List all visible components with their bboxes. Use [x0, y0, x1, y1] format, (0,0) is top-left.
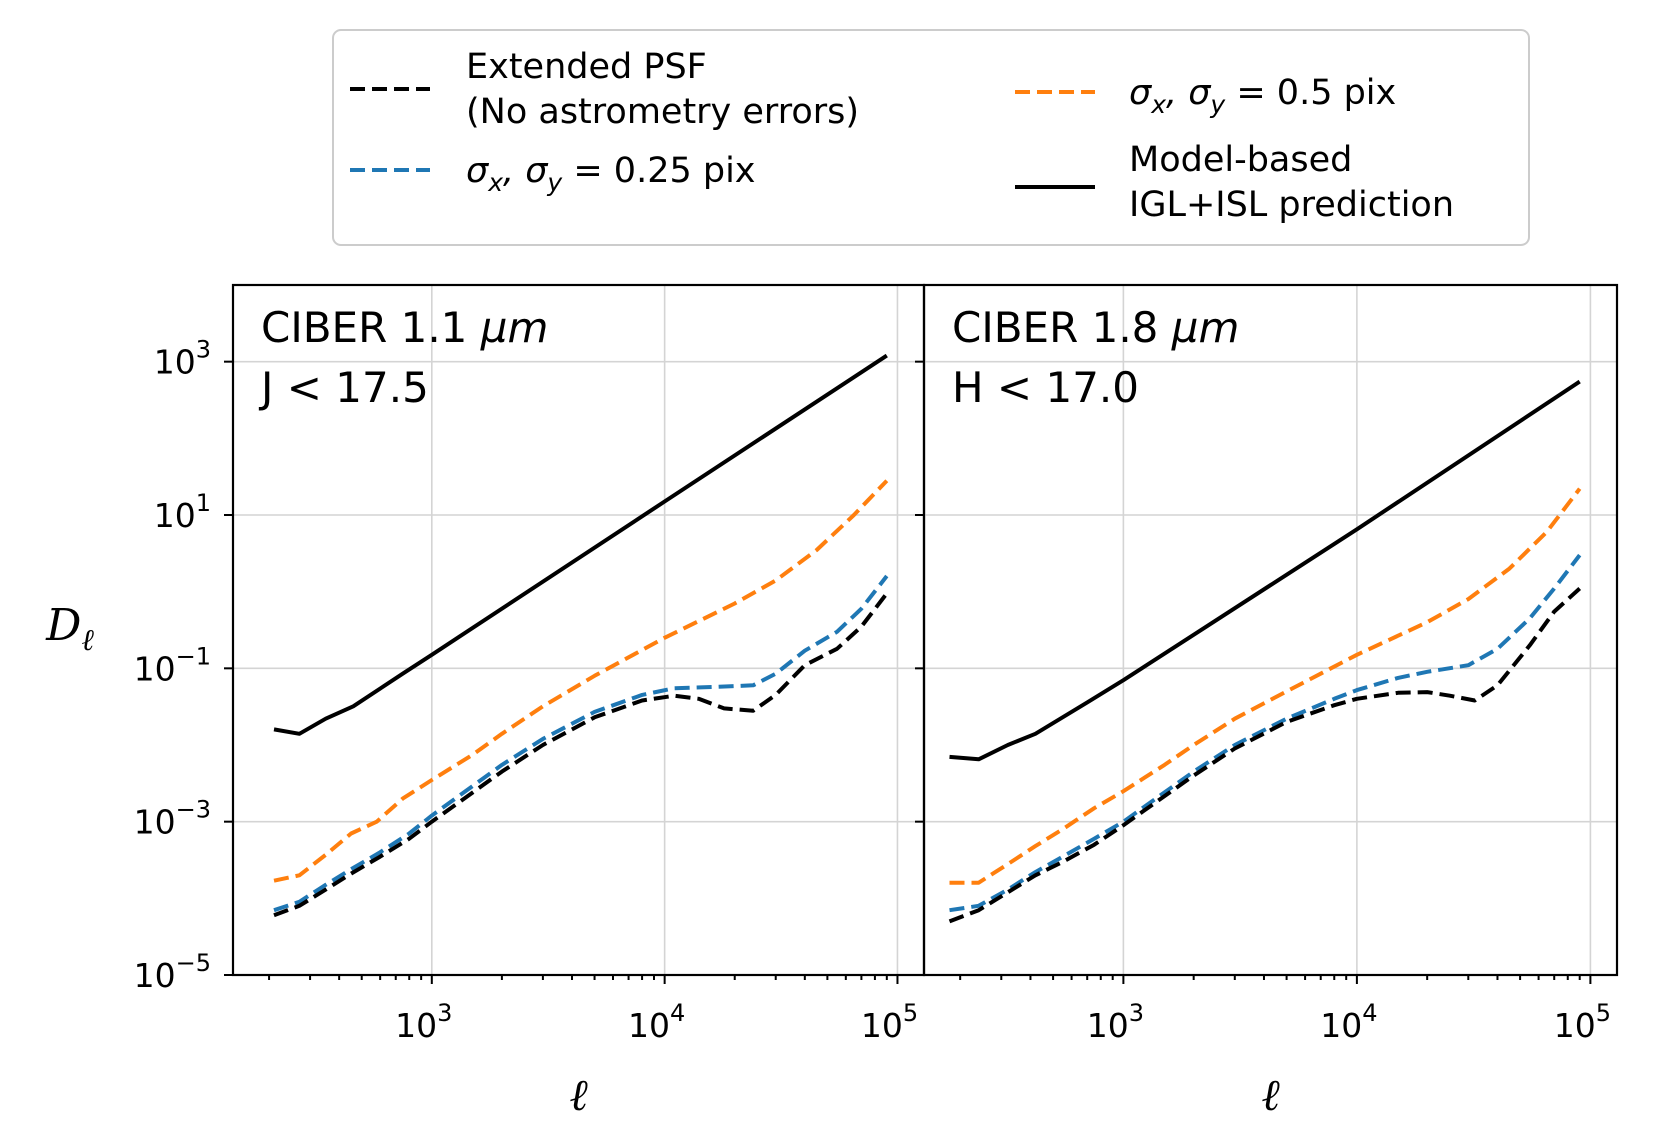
- p1-x-tick-label-exp-0: 3: [1129, 999, 1144, 1027]
- p1-panel-title-unit: μm: [1171, 303, 1240, 352]
- p0-y-tick-label-exp-3: −3: [176, 796, 211, 824]
- p0-panel-cut: J < 17.5: [258, 363, 429, 412]
- p1-panel-cut: H < 17.0: [952, 363, 1139, 412]
- p1-series-line-3: [948, 587, 1582, 924]
- p0-x-tick-label-base-2: 10: [861, 1006, 903, 1045]
- p0-y-tick-label-base-3: 10: [134, 803, 176, 842]
- p0-x-tick-label-base-1: 10: [628, 1006, 670, 1045]
- legend-label-extended-psf-line2: (No astrometry errors): [466, 92, 859, 132]
- p0-panel-title-unit: μm: [480, 303, 549, 352]
- legend-sigma-025-sub1: x: [487, 168, 503, 197]
- p0-y-tick-label-0: 103: [154, 336, 211, 382]
- p0-x-tick-label-1: 104: [628, 999, 685, 1045]
- p1-x-axis-label: ℓ: [1261, 1070, 1280, 1121]
- y-axis-label-sub: ℓ: [81, 623, 94, 658]
- p1-series-line-0: [949, 379, 1581, 762]
- legend-sigma-025-sep: , σ: [503, 151, 549, 191]
- p1-x-tick-label-0: 103: [1087, 999, 1144, 1045]
- p0-y-tick-label-4: 10−5: [134, 949, 211, 995]
- p0-panel-title: CIBER 1.1 μm: [261, 303, 548, 352]
- p1-x-tick-label-base-0: 10: [1087, 1006, 1129, 1045]
- legend: Extended PSF (No astrometry errors) σx, …: [332, 29, 1530, 246]
- legend-label-model-line1: Model-based: [1129, 140, 1352, 180]
- p0-y-tick-label-base-0: 10: [154, 343, 196, 382]
- legend-sigma-05-sub2: y: [1209, 90, 1226, 119]
- p1-x-tick-label-exp-1: 4: [1362, 999, 1377, 1027]
- p0-series-line-1: [273, 479, 889, 883]
- legend-sigma-05-sym1: σ: [1129, 73, 1153, 113]
- legend-label-sigma-025: σx, σy = 0.25 pix: [466, 151, 756, 197]
- p1-plot-frame: [922, 283, 1619, 977]
- p0-y-tick-label-base-4: 10: [134, 956, 176, 995]
- p0-series-line-2: [273, 574, 889, 913]
- p0-y-tick-label-1: 101: [154, 489, 211, 535]
- p0-y-tick-label-exp-2: −1: [176, 642, 211, 670]
- p0-series-group: [273, 353, 889, 918]
- p1-panel-title: CIBER 1.8 μm: [952, 303, 1239, 352]
- legend-sigma-05-rest: = 0.5 pix: [1225, 73, 1396, 113]
- p1-panel-title-text: CIBER 1.8: [952, 303, 1172, 352]
- legend-label-extended-psf-line1: Extended PSF: [466, 47, 707, 87]
- p0-y-tick-label-3: 10−3: [134, 796, 211, 842]
- p0-y-tick-label-exp-0: 3: [196, 336, 211, 364]
- p1-x-tick-label-1: 104: [1320, 999, 1377, 1045]
- p0-x-tick-label-exp-1: 4: [670, 999, 685, 1027]
- legend-sigma-025-sym1: σ: [466, 151, 490, 191]
- p0-y-tick-label-exp-4: −5: [176, 949, 211, 977]
- legend-frame: [332, 29, 1530, 246]
- p1-series-line-2: [949, 553, 1582, 913]
- p1-x-tick-label-base-1: 10: [1320, 1006, 1362, 1045]
- legend-sigma-025-rest: = 0.25 pix: [562, 151, 755, 191]
- p0-y-tick-label-2: 10−1: [134, 642, 211, 688]
- p1-series-group: [948, 379, 1582, 924]
- p0-series-line-3: [273, 592, 889, 918]
- p0-series-line-0: [273, 353, 888, 736]
- p0-x-tick-label-base-0: 10: [395, 1006, 437, 1045]
- p0-y-tick-label-base-1: 10: [154, 496, 196, 535]
- legend-label-sigma-05: σx, σy = 0.5 pix: [1129, 73, 1396, 119]
- p0-x-tick-label-0: 103: [395, 999, 452, 1045]
- y-axis-label-main: D: [45, 600, 81, 651]
- p1-x-tick-label-exp-2: 5: [1596, 999, 1611, 1027]
- legend-label-model-line2: IGL+ISL prediction: [1129, 185, 1454, 225]
- legend-sigma-05-sub1: x: [1150, 90, 1166, 119]
- legend-sigma-025-sub2: y: [546, 168, 563, 197]
- p1-x-tick-label-2: 105: [1554, 999, 1611, 1045]
- p0-y-tick-label-base-2: 10: [134, 649, 176, 688]
- p0-x-tick-label-exp-0: 3: [437, 999, 452, 1027]
- p0-y-tick-label-exp-1: 1: [196, 489, 211, 517]
- p1-series-line-1: [949, 487, 1582, 885]
- p0-x-axis-label: ℓ: [569, 1070, 588, 1121]
- legend-sigma-05-sep: , σ: [1166, 73, 1212, 113]
- p0-x-tick-label-2: 105: [861, 999, 918, 1045]
- p0-x-tick-label-exp-2: 5: [903, 999, 918, 1027]
- y-axis-label: Dℓ: [45, 600, 94, 658]
- p1-x-tick-label-base-2: 10: [1554, 1006, 1596, 1045]
- p0-panel-title-text: CIBER 1.1: [261, 303, 481, 352]
